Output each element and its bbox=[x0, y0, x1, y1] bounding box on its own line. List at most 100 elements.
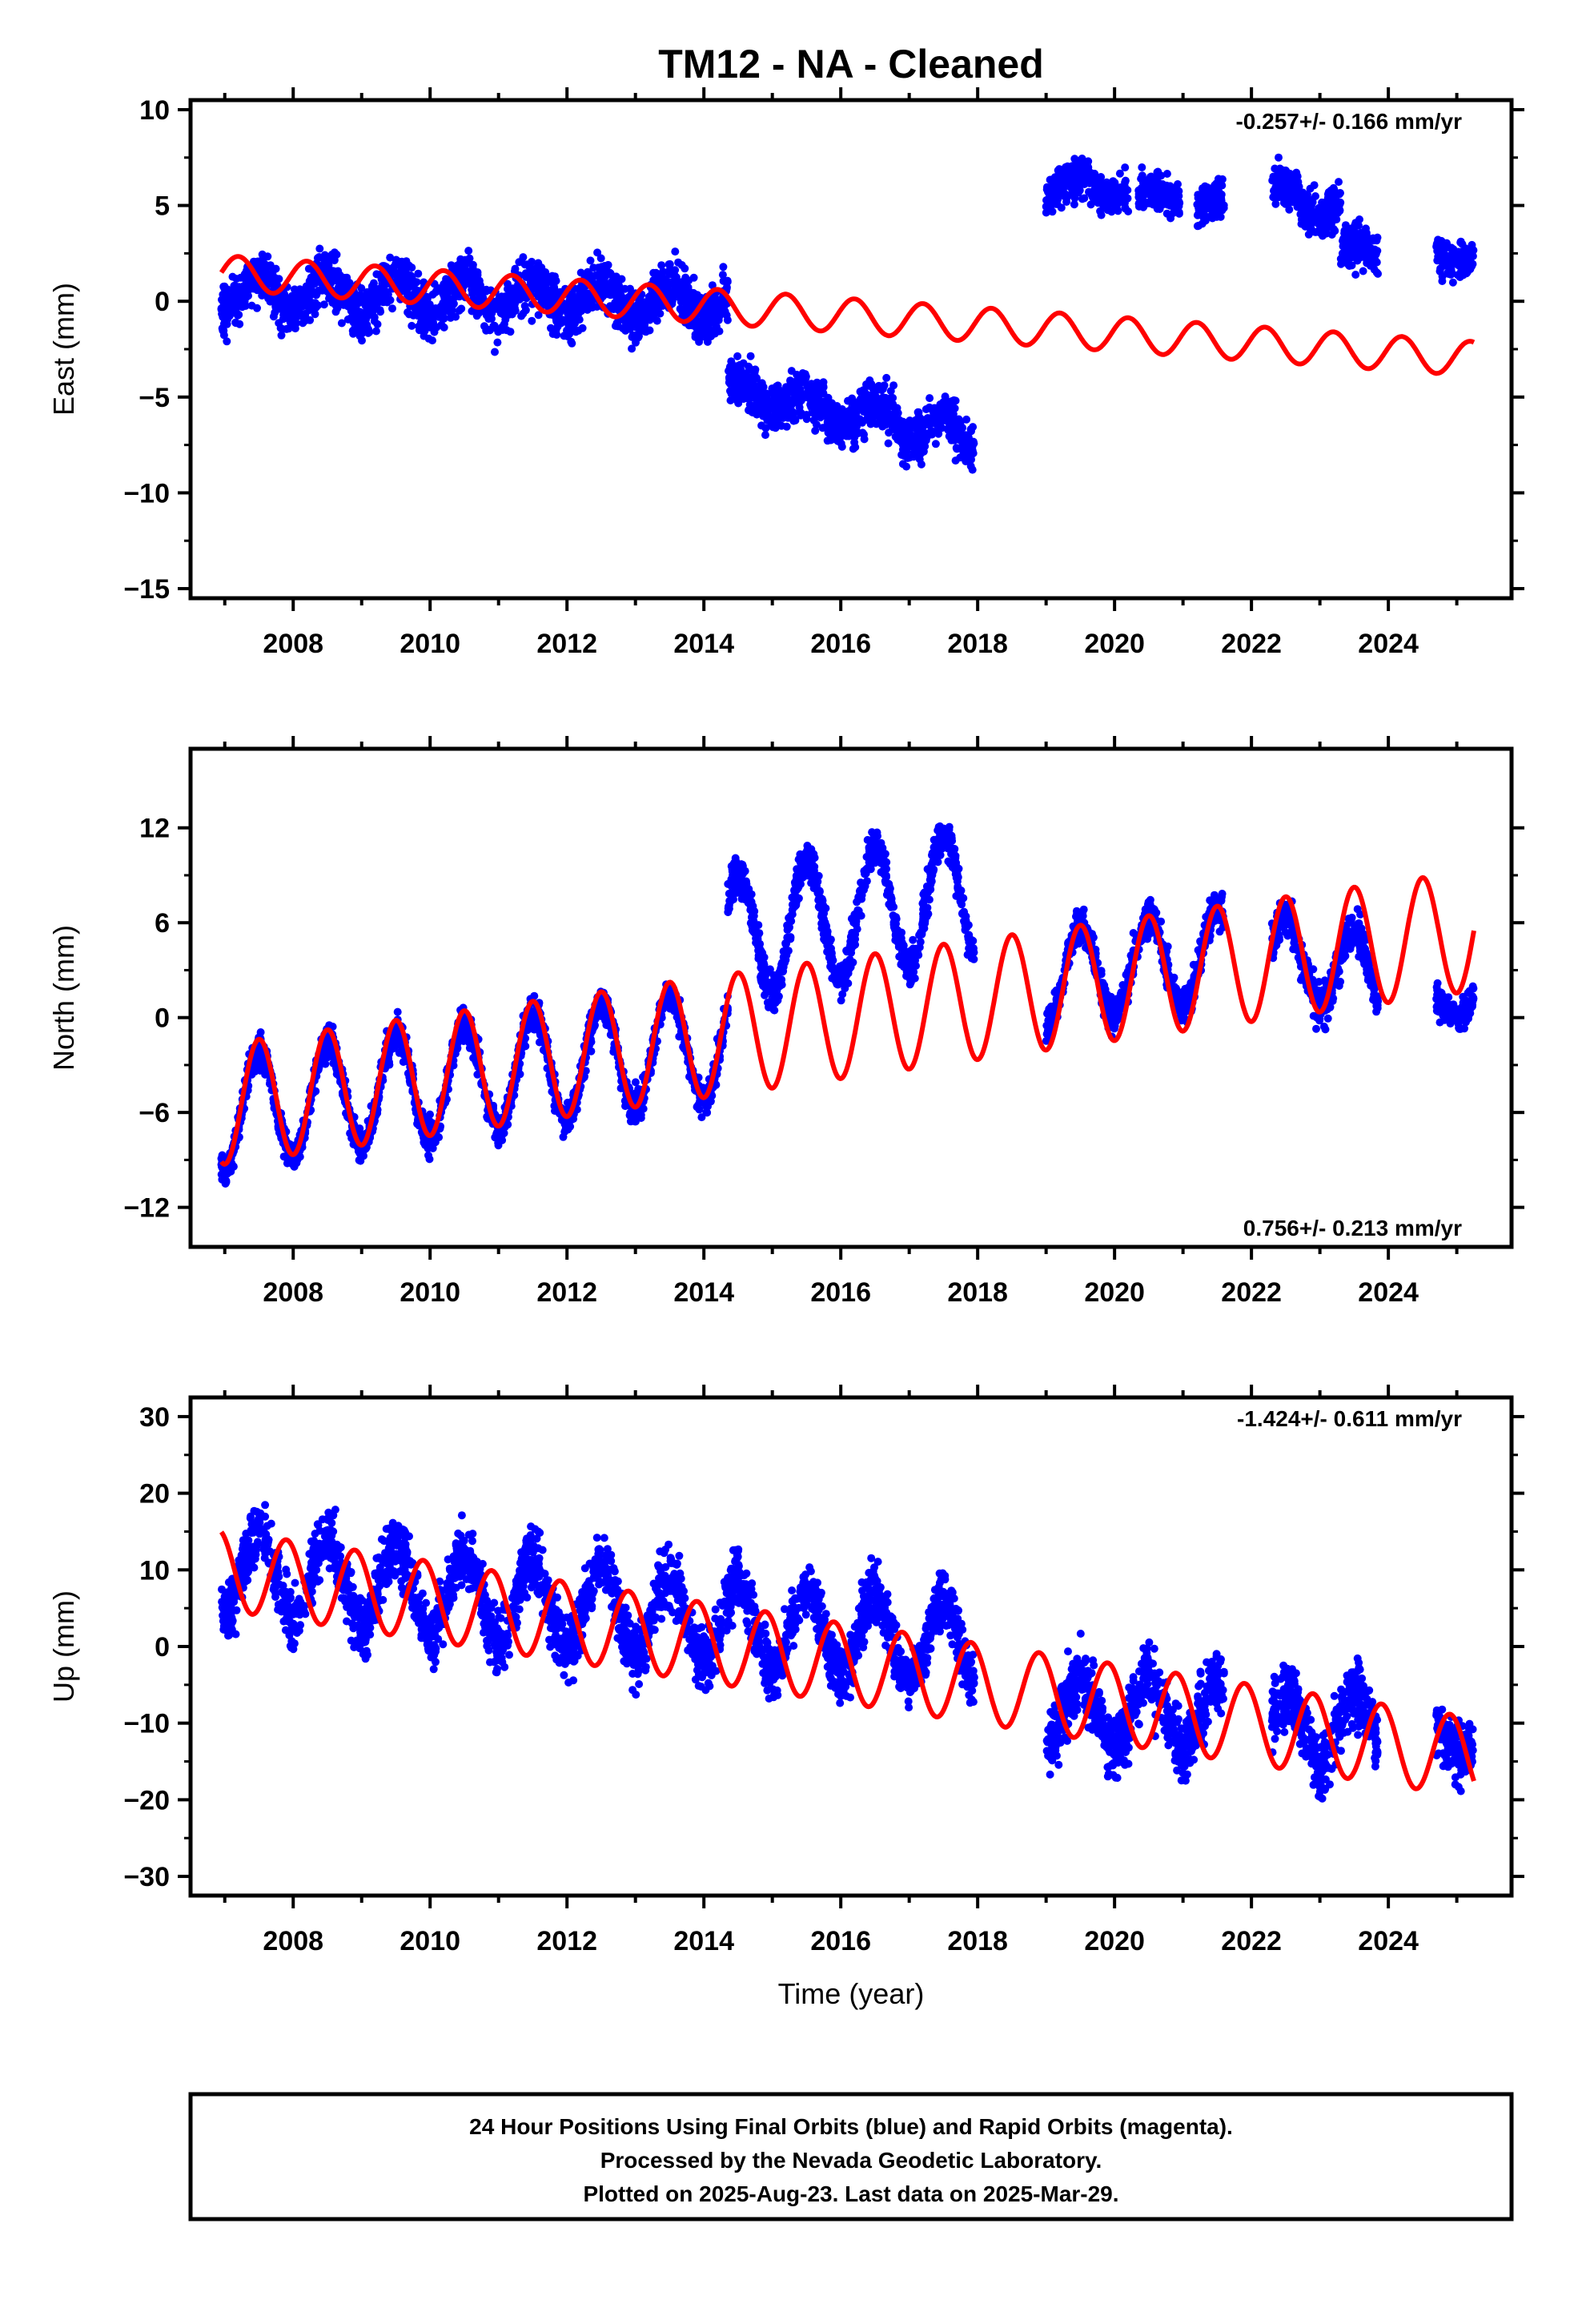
east-point bbox=[552, 331, 561, 339]
east-point bbox=[631, 323, 640, 332]
east-point bbox=[375, 306, 384, 315]
east-point bbox=[564, 304, 572, 313]
east-point bbox=[887, 400, 896, 408]
east-point bbox=[1349, 246, 1358, 254]
east-point bbox=[383, 291, 391, 300]
east-point bbox=[657, 261, 666, 270]
east-point bbox=[380, 280, 389, 288]
east-point bbox=[584, 292, 592, 301]
east-point bbox=[1080, 194, 1089, 203]
east-point bbox=[953, 444, 962, 453]
east-point bbox=[905, 429, 914, 438]
east-point bbox=[674, 258, 683, 267]
east-point bbox=[790, 378, 799, 387]
east-point bbox=[746, 352, 755, 360]
north-point bbox=[393, 1007, 402, 1016]
east-point bbox=[247, 301, 256, 310]
east-point bbox=[440, 323, 448, 332]
east-point bbox=[927, 426, 936, 435]
east-point bbox=[882, 373, 891, 382]
east-point bbox=[488, 309, 496, 318]
east-point bbox=[596, 254, 605, 263]
east-point bbox=[489, 322, 498, 331]
east-point bbox=[969, 423, 978, 432]
east-point bbox=[1432, 239, 1441, 248]
east-point bbox=[1218, 181, 1227, 190]
east-ytick-label: −15 bbox=[123, 574, 170, 605]
east-point bbox=[884, 439, 893, 448]
east-point bbox=[491, 348, 499, 356]
east-point bbox=[404, 308, 412, 316]
east-point bbox=[777, 400, 785, 408]
east-point bbox=[560, 332, 568, 340]
east-point bbox=[613, 291, 622, 300]
east-point bbox=[811, 426, 820, 435]
east-point bbox=[665, 260, 673, 269]
east-xtick-label: 2010 bbox=[400, 629, 460, 659]
east-point bbox=[736, 395, 745, 404]
east-point bbox=[1292, 168, 1301, 177]
east-point bbox=[619, 299, 628, 308]
east-point bbox=[1461, 244, 1470, 253]
east-point bbox=[813, 400, 821, 409]
east-point bbox=[1439, 259, 1448, 267]
east-point bbox=[299, 319, 307, 328]
east-point bbox=[795, 403, 804, 412]
east-point bbox=[1055, 181, 1064, 190]
east-point bbox=[782, 396, 791, 404]
east-point bbox=[457, 304, 466, 313]
east-point bbox=[1469, 246, 1478, 255]
east-point bbox=[1072, 179, 1081, 187]
east-point bbox=[528, 273, 536, 282]
east-point bbox=[915, 438, 924, 446]
east-point bbox=[1300, 200, 1309, 209]
east-point bbox=[1281, 166, 1290, 175]
east-point bbox=[534, 311, 543, 320]
east-point bbox=[678, 278, 686, 287]
east-point bbox=[753, 374, 761, 383]
east-point bbox=[1170, 188, 1179, 197]
east-point bbox=[759, 383, 767, 391]
east-point bbox=[654, 304, 663, 312]
east-point bbox=[400, 287, 409, 296]
east-point bbox=[319, 300, 328, 309]
east-point bbox=[313, 254, 322, 263]
east-point bbox=[464, 274, 473, 283]
east-point bbox=[825, 408, 833, 417]
east-point bbox=[1323, 190, 1332, 199]
east-point bbox=[405, 293, 414, 302]
east-point bbox=[747, 387, 756, 396]
east-point bbox=[715, 297, 724, 306]
east-point bbox=[921, 405, 930, 413]
east-point bbox=[1091, 179, 1100, 188]
east-point bbox=[1334, 209, 1342, 217]
east-point bbox=[295, 303, 303, 312]
east-point bbox=[328, 299, 337, 308]
east-point bbox=[726, 396, 735, 404]
east-point bbox=[677, 307, 686, 316]
east-point bbox=[439, 299, 448, 308]
east-point bbox=[1271, 164, 1279, 173]
east-point bbox=[1329, 183, 1338, 192]
east-point bbox=[723, 316, 732, 324]
east-point bbox=[693, 324, 701, 332]
east-point bbox=[1166, 214, 1175, 223]
east-point bbox=[715, 312, 724, 321]
east-point bbox=[878, 400, 887, 409]
east-point bbox=[454, 267, 463, 275]
east-point bbox=[681, 264, 689, 273]
east-point bbox=[1102, 189, 1110, 197]
east-point bbox=[1046, 194, 1055, 203]
east-point bbox=[1347, 261, 1356, 270]
east-point bbox=[709, 316, 717, 324]
east-model-line bbox=[219, 254, 1476, 376]
east-point bbox=[496, 309, 505, 317]
east-point bbox=[749, 393, 757, 402]
east-point bbox=[1271, 183, 1280, 192]
east-point bbox=[1436, 248, 1445, 256]
east-point bbox=[902, 447, 911, 456]
east-point bbox=[788, 411, 797, 420]
east-point bbox=[475, 308, 484, 317]
east-point bbox=[632, 301, 641, 309]
east-point bbox=[1443, 239, 1451, 247]
